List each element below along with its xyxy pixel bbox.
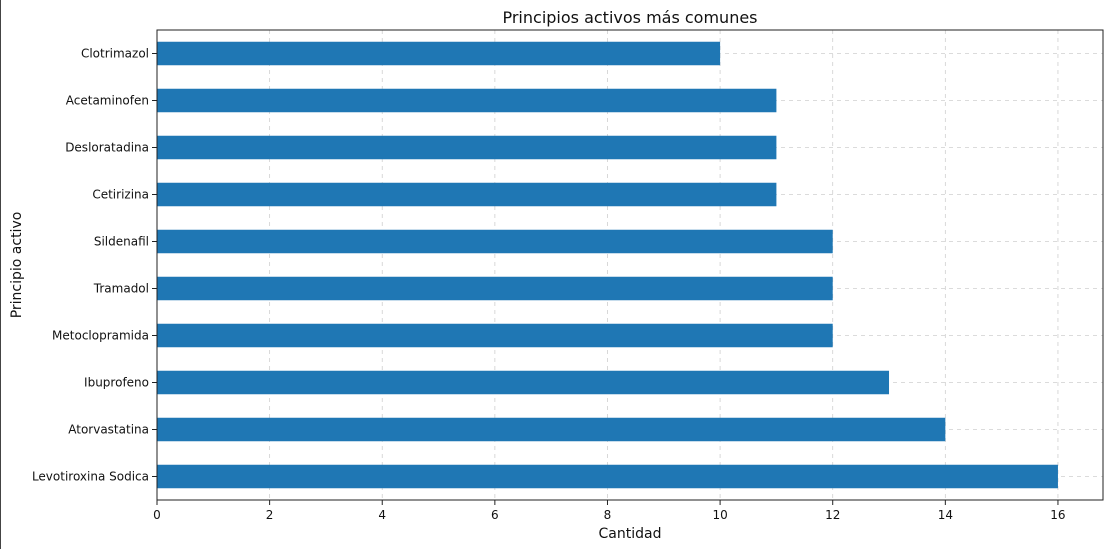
y-tick-label: Acetaminofen [66, 94, 149, 108]
bars [157, 41, 1058, 489]
bar [157, 135, 777, 160]
bar [157, 88, 777, 113]
x-tick-label: 14 [938, 508, 953, 522]
x-tick-label: 8 [604, 508, 612, 522]
x-tick-label: 0 [153, 508, 161, 522]
bar [157, 323, 833, 348]
x-axis-ticks: 0 2 4 6 8 10 12 14 16 [153, 500, 1066, 522]
y-tick-label: Metoclopramida [52, 329, 149, 343]
x-tick-label: 10 [712, 508, 727, 522]
y-tick-label: Desloratadina [65, 141, 149, 155]
y-axis-ticks: Levotiroxina Sodica Atorvastatina Ibuprofe… [32, 47, 157, 484]
x-tick-label: 4 [378, 508, 386, 522]
x-axis-label: Cantidad [599, 526, 662, 542]
bar [157, 370, 890, 395]
y-axis-label: Principio activo [9, 212, 25, 319]
bar [157, 41, 721, 66]
plot-frame [156, 29, 1104, 501]
bar [157, 229, 833, 254]
x-tick-label: 2 [266, 508, 274, 522]
bar [157, 464, 1058, 489]
chart-title: Principios activos más comunes [502, 8, 757, 27]
bar [157, 417, 946, 442]
x-tick-label: 6 [491, 508, 499, 522]
x-tick-label: 16 [1050, 508, 1065, 522]
bar [157, 182, 777, 207]
y-tick-label: Tramadol [93, 282, 149, 296]
y-tick-label: Atorvastatina [68, 423, 149, 437]
y-tick-label: Clotrimazol [81, 47, 149, 61]
y-tick-label: Ibuprofeno [84, 376, 149, 390]
x-tick-label: 12 [825, 508, 840, 522]
y-tick-label: Levotiroxina Sodica [32, 470, 149, 484]
bar [157, 276, 833, 301]
y-tick-label: Cetirizina [92, 188, 149, 202]
y-tick-label: Sildenafil [94, 235, 149, 249]
